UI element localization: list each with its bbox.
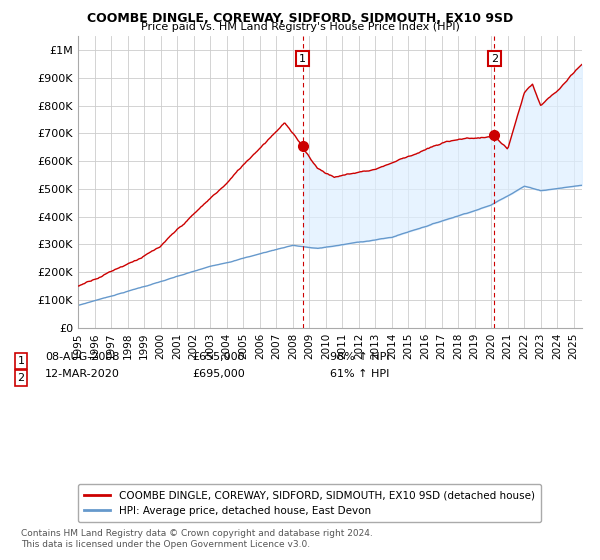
Text: 2: 2: [17, 373, 25, 383]
Text: 98% ↑ HPI: 98% ↑ HPI: [330, 352, 389, 362]
Text: COOMBE DINGLE, COREWAY, SIDFORD, SIDMOUTH, EX10 9SD: COOMBE DINGLE, COREWAY, SIDFORD, SIDMOUT…: [87, 12, 513, 25]
Text: 1: 1: [17, 356, 25, 366]
Legend: COOMBE DINGLE, COREWAY, SIDFORD, SIDMOUTH, EX10 9SD (detached house), HPI: Avera: COOMBE DINGLE, COREWAY, SIDFORD, SIDMOUT…: [78, 484, 541, 522]
Text: 2: 2: [491, 54, 498, 64]
Text: Price paid vs. HM Land Registry's House Price Index (HPI): Price paid vs. HM Land Registry's House …: [140, 22, 460, 32]
Text: 1: 1: [299, 54, 306, 64]
Text: £695,000: £695,000: [192, 369, 245, 379]
Text: Contains HM Land Registry data © Crown copyright and database right 2024.
This d: Contains HM Land Registry data © Crown c…: [21, 529, 373, 549]
Text: 12-MAR-2020: 12-MAR-2020: [45, 369, 120, 379]
Text: 61% ↑ HPI: 61% ↑ HPI: [330, 369, 389, 379]
Text: £655,000: £655,000: [192, 352, 245, 362]
Text: 08-AUG-2008: 08-AUG-2008: [45, 352, 119, 362]
